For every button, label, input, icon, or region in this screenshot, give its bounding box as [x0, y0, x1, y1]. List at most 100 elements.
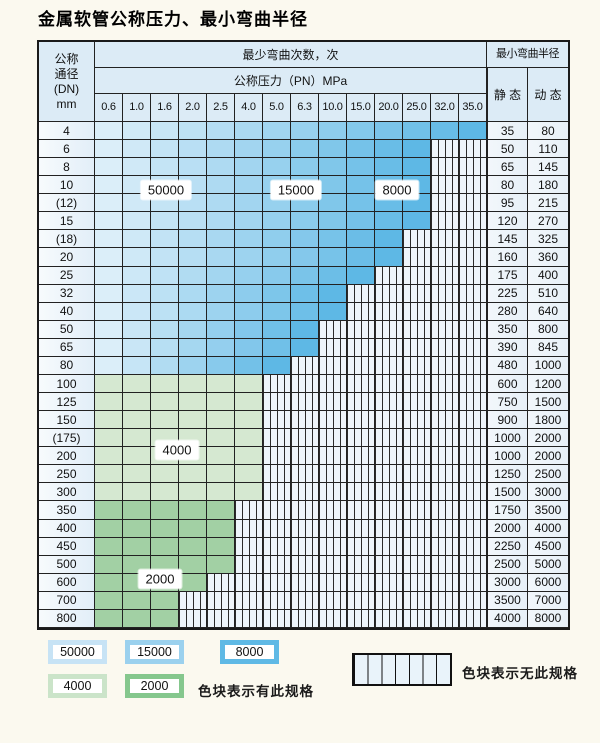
spec-cell — [235, 320, 263, 339]
legend-hatch-swatch — [352, 653, 452, 686]
spec-cell-hatched — [459, 573, 487, 592]
spec-cell-hatched — [459, 158, 487, 177]
spec-cell-hatched — [431, 591, 459, 610]
static-value-cell: 390 — [487, 338, 528, 357]
spec-cell — [291, 212, 319, 231]
spec-cell-hatched — [403, 591, 431, 610]
pressure-header-cell: 35.0 — [459, 94, 487, 122]
dn-header-line: 公称 — [54, 52, 79, 66]
spec-cell — [151, 465, 179, 484]
spec-cell-hatched — [459, 338, 487, 357]
pressure-header-cell: 2.5 — [207, 94, 235, 122]
spec-cell — [235, 338, 263, 357]
spec-cell — [459, 122, 487, 141]
spec-cell-hatched — [347, 302, 375, 321]
spec-cell-hatched — [459, 212, 487, 231]
spec-cell-hatched — [431, 266, 459, 285]
spec-cell-hatched — [459, 230, 487, 249]
spec-cell — [123, 411, 151, 430]
spec-cell-hatched — [319, 537, 347, 556]
spec-cell — [319, 302, 347, 321]
pressure-header-cell: 32.0 — [431, 94, 459, 122]
spec-cell — [263, 140, 291, 159]
spec-cell-hatched — [375, 429, 403, 448]
spec-cell — [95, 555, 123, 574]
spec-cell-hatched — [431, 248, 459, 267]
spec-cell-hatched — [291, 591, 319, 610]
dn-header-line: (DN) — [53, 82, 80, 96]
static-value-cell: 1500 — [487, 483, 528, 502]
spec-cell-hatched — [459, 411, 487, 430]
static-value-cell: 1250 — [487, 465, 528, 484]
dn-cell: 500 — [39, 555, 95, 574]
spec-cell-hatched — [375, 483, 403, 502]
spec-cell — [151, 519, 179, 538]
legend-swatch-4000: 4000 — [48, 674, 107, 698]
spec-cell — [95, 393, 123, 412]
dn-cell: 8 — [39, 158, 95, 177]
spec-cell-hatched — [403, 302, 431, 321]
spec-cell-hatched — [263, 483, 291, 502]
pressure-header-cell: 1.0 — [123, 94, 151, 122]
spec-cell — [123, 356, 151, 375]
spec-cell-hatched — [403, 501, 431, 520]
dn-cell: 65 — [39, 338, 95, 357]
spec-cell-hatched — [375, 302, 403, 321]
dynamic-value-cell: 8000 — [528, 609, 568, 628]
spec-cell-hatched — [403, 393, 431, 412]
spec-cell — [151, 483, 179, 502]
spec-cell-hatched — [235, 609, 263, 628]
spec-cell — [347, 176, 375, 195]
spec-cell-hatched — [319, 501, 347, 520]
dynamic-value-cell: 510 — [528, 284, 568, 303]
spec-cell-hatched — [291, 573, 319, 592]
pressure-header-cell: 6.3 — [291, 94, 319, 122]
spec-cell-hatched — [403, 465, 431, 484]
spec-cell — [347, 230, 375, 249]
spec-cell — [291, 284, 319, 303]
spec-cell-hatched — [431, 519, 459, 538]
static-value-cell: 4000 — [487, 609, 528, 628]
spec-cell — [151, 374, 179, 394]
spec-cell — [179, 555, 207, 574]
spec-cell — [95, 176, 123, 195]
spec-cell-hatched — [459, 140, 487, 159]
static-value-cell: 280 — [487, 302, 528, 321]
spec-cell-hatched — [375, 320, 403, 339]
spec-cell-hatched — [431, 320, 459, 339]
dn-cell: 100 — [39, 374, 95, 394]
spec-cell — [207, 429, 235, 448]
static-value-cell: 35 — [487, 122, 528, 141]
spec-cell-hatched — [319, 393, 347, 412]
spec-cell — [235, 483, 263, 502]
spec-cell-hatched — [347, 483, 375, 502]
spec-cell — [207, 194, 235, 213]
spec-cell — [207, 266, 235, 285]
spec-cell — [291, 266, 319, 285]
dn-cell: 350 — [39, 501, 95, 520]
spec-cell-hatched — [263, 609, 291, 628]
spec-cell-hatched — [459, 591, 487, 610]
static-header: 静 态 — [487, 68, 528, 122]
bend-count-label: 15000 — [270, 180, 322, 200]
spec-cell-hatched — [375, 266, 403, 285]
dn-cell: 300 — [39, 483, 95, 502]
spec-cell — [235, 176, 263, 195]
spec-cell-hatched — [403, 338, 431, 357]
spec-cell — [151, 122, 179, 141]
spec-cell — [319, 122, 347, 141]
spec-cell — [123, 609, 151, 628]
spec-cell-hatched — [263, 374, 291, 394]
spec-cell — [151, 320, 179, 339]
spec-cell — [123, 248, 151, 267]
spec-cell-hatched — [375, 465, 403, 484]
spec-cell-hatched — [347, 284, 375, 303]
spec-cell — [123, 519, 151, 538]
pressure-header-cell: 20.0 — [375, 94, 403, 122]
spec-cell — [207, 501, 235, 520]
spec-cell-hatched — [319, 429, 347, 448]
dynamic-value-cell: 800 — [528, 320, 568, 339]
spec-cell — [179, 140, 207, 159]
spec-cell-hatched — [459, 302, 487, 321]
spec-cell-hatched — [291, 465, 319, 484]
